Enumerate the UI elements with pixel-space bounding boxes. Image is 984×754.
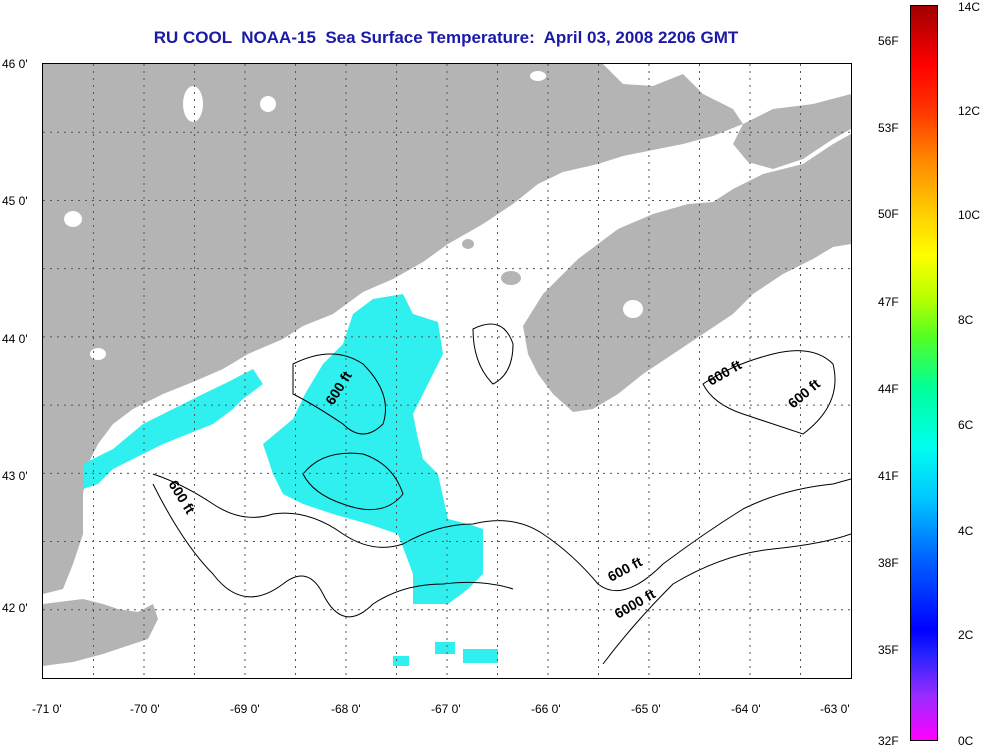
lon-tick-label: -70 0' xyxy=(130,702,160,716)
contour-label: 600 ft xyxy=(605,553,645,584)
colorbar-fahrenheit-label: 50F xyxy=(878,207,899,221)
lat-tick-label: 42 0' xyxy=(2,601,28,615)
sst-patch xyxy=(463,649,498,663)
map-title: RU COOL NOAA-15 Sea Surface Temperature:… xyxy=(153,28,739,47)
sst-patch xyxy=(283,434,313,459)
contour-600ft xyxy=(152,473,851,592)
colorbar-celsius-label: 12C xyxy=(958,104,981,118)
colorbar-fahrenheit-label: 32F xyxy=(878,734,899,748)
colorbar-celsius-label: 2C xyxy=(958,628,974,642)
land-nova-scotia xyxy=(523,134,851,412)
lon-tick-label: -63 0' xyxy=(820,702,850,716)
temperature-colorbar xyxy=(910,5,938,741)
sst-patch xyxy=(435,642,455,654)
sst-map: 600 ft 600 ft 600 ft 600 ft 600 ft 6000 … xyxy=(43,64,851,678)
contour-600ft xyxy=(152,483,514,618)
lon-tick-label: -67 0' xyxy=(431,702,461,716)
lake xyxy=(686,144,710,154)
graticule xyxy=(43,64,851,678)
lake xyxy=(183,86,203,122)
colorbar-celsius-label: 14C xyxy=(958,0,981,14)
lat-tick-label: 45 0' xyxy=(2,194,28,208)
colorbar-celsius-label: 10C xyxy=(958,208,981,222)
lat-tick-label: 44 0' xyxy=(2,332,28,346)
land-mainland xyxy=(43,64,743,594)
land-cape-cod xyxy=(43,599,158,666)
lake xyxy=(260,96,276,112)
contour-600ft xyxy=(702,350,836,435)
colorbar-fahrenheit-label: 44F xyxy=(878,382,899,396)
contour-label: 600 ft xyxy=(165,477,198,517)
colorbar-fahrenheit-label: 41F xyxy=(878,469,899,483)
colorbar-celsius-label: 0C xyxy=(958,734,974,748)
colorbar-fahrenheit-label: 38F xyxy=(878,556,899,570)
contour-label: 600 ft xyxy=(705,356,745,388)
contour-label: 600 ft xyxy=(785,375,824,411)
lake xyxy=(623,300,643,318)
lon-tick-label: -66 0' xyxy=(531,702,561,716)
lake xyxy=(530,71,546,81)
contour-600ft xyxy=(292,353,386,435)
land-cape-breton xyxy=(733,94,851,169)
sst-data-layer xyxy=(83,294,498,666)
colorbar-celsius-label: 8C xyxy=(958,313,974,327)
land-layer xyxy=(43,64,851,666)
sst-patch xyxy=(83,369,263,489)
lat-tick-label: 46 0' xyxy=(2,57,28,71)
lon-tick-label: -71 0' xyxy=(32,702,62,716)
sst-patch xyxy=(263,294,483,604)
contour-layer xyxy=(152,323,851,665)
lake xyxy=(90,348,106,360)
lon-tick-label: -69 0' xyxy=(230,702,260,716)
land-island xyxy=(462,239,474,249)
contour-600ft xyxy=(472,323,514,385)
lon-tick-label: -65 0' xyxy=(631,702,661,716)
colorbar-fahrenheit-label: 53F xyxy=(878,121,899,135)
lake xyxy=(64,211,82,227)
contour-6000ft xyxy=(602,533,851,665)
map-panel: 600 ft 600 ft 600 ft 600 ft 600 ft 6000 … xyxy=(42,63,852,679)
lon-tick-label: -68 0' xyxy=(331,702,361,716)
land-island xyxy=(501,271,521,285)
sst-patch xyxy=(393,656,409,666)
colorbar-celsius-label: 4C xyxy=(958,524,974,538)
lat-tick-label: 43 0' xyxy=(2,469,28,483)
colorbar-fahrenheit-label: 56F xyxy=(878,34,899,48)
contour-labels: 600 ft 600 ft 600 ft 600 ft 600 ft 6000 … xyxy=(165,356,823,621)
lake xyxy=(767,283,779,295)
colorbar-fahrenheit-label: 35F xyxy=(878,643,899,657)
colorbar-celsius-label: 6C xyxy=(958,418,974,432)
contour-600ft xyxy=(302,452,404,511)
colorbar-fahrenheit-label: 47F xyxy=(878,295,899,309)
lon-tick-label: -64 0' xyxy=(731,702,761,716)
